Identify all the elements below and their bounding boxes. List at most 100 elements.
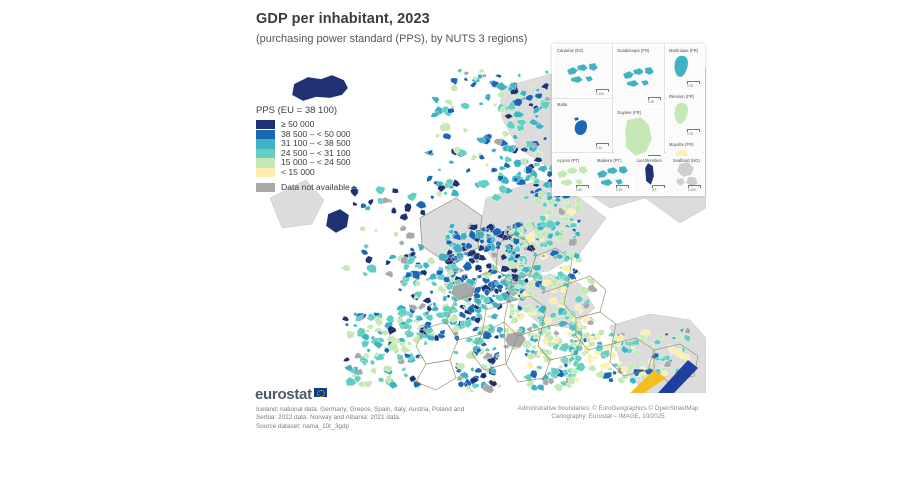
inset-scale-label: 0 10 — [596, 146, 603, 150]
nuts3-region — [417, 302, 427, 311]
nuts3-region — [403, 263, 410, 271]
nuts3-region — [547, 377, 555, 385]
nuts3-region — [507, 248, 514, 255]
nuts3-region — [491, 293, 497, 298]
inset-map-madeira-pt[interactable]: Madeira (PT) 0 20 — [594, 156, 632, 194]
nuts3-region — [445, 281, 455, 291]
nuts3-region — [404, 271, 413, 279]
nuts3-region — [524, 219, 534, 230]
nuts3-region — [541, 279, 552, 287]
inset-maps-panel[interactable]: Canarias (ES) 0 100 Guadeloupe (FR) 0 20 Mar… — [552, 44, 705, 196]
legend-item-5[interactable]: < 15 000 — [256, 167, 351, 178]
nuts3-region — [484, 289, 490, 297]
nuts3-region — [534, 237, 541, 242]
nuts3-region — [538, 317, 545, 323]
nuts3-region — [540, 82, 550, 91]
legend-item-0[interactable]: ≥ 50 000 — [256, 119, 351, 130]
nuts3-region — [487, 281, 493, 288]
nuts3-region — [519, 90, 527, 97]
nuts3-region — [373, 351, 380, 357]
inset-scale-label: 0 20 — [687, 132, 694, 136]
nuts3-region — [490, 368, 497, 375]
credit-line-0: Administrative boundaries: © EuroGeograp… — [517, 405, 699, 412]
nuts3-region — [385, 374, 392, 382]
nuts3-region — [587, 319, 595, 326]
inset-map-svalbard-no[interactable]: Svalbard (NO) 0 200 — [670, 156, 704, 194]
nuts3-region — [415, 280, 421, 287]
nuts3-region — [500, 253, 508, 261]
inset-map-guadeloupe-fr[interactable]: Guadeloupe (FR) 0 20 — [614, 46, 664, 106]
legend-item-1[interactable]: 38 500 – < 50 000 — [256, 129, 351, 140]
nuts3-region — [534, 97, 540, 103]
nuts3-region — [398, 314, 404, 318]
nuts3-region — [465, 385, 472, 391]
nuts3-region — [478, 254, 487, 261]
nuts3-region — [364, 355, 371, 360]
inset-shape — [573, 116, 588, 136]
nuts3-region — [441, 106, 450, 114]
nuts3-region — [572, 267, 576, 272]
legend-item-no-data[interactable]: Data not available — [256, 182, 351, 193]
nuts3-region — [484, 162, 490, 168]
nuts3-region — [621, 372, 629, 380]
inset-map-martinique-fr[interactable]: Martinique (FR) 0 20 — [666, 46, 703, 90]
nuts3-region — [568, 217, 575, 222]
inset-scalebar: 0 50 — [576, 185, 589, 192]
nuts3-region — [383, 270, 394, 279]
nuts3-region — [545, 240, 554, 247]
inset-map-malta[interactable]: Malta 0 10 — [554, 100, 612, 152]
nuts3-region — [430, 195, 435, 200]
nuts3-region — [561, 264, 573, 273]
nuts3-region — [493, 334, 500, 340]
nuts3-region — [512, 111, 525, 118]
inset-map-guyane-fr[interactable]: Guyane (FR)0 100 — [614, 108, 664, 164]
nuts3-region — [574, 295, 584, 304]
nuts3-region — [522, 306, 532, 313]
legend-item-4[interactable]: 15 000 – < 24 500 — [256, 158, 351, 168]
nuts3-region — [456, 68, 463, 74]
legend-item-3[interactable]: 24 500 – < 31 100 — [256, 148, 351, 159]
inset-map-liechtenstein[interactable]: Liechtenstein 0 5 — [634, 156, 668, 194]
nuts3-region — [515, 118, 527, 127]
nuts3-region — [424, 314, 434, 322]
nuts3-region — [532, 264, 542, 271]
nuts3-region — [378, 377, 385, 383]
legend-label-4: 15 000 – < 24 500 — [281, 157, 351, 168]
inset-shape — [556, 165, 589, 187]
nuts3-region — [493, 288, 499, 295]
inset-map-r-union-fr[interactable]: Réunion (FR) 0 20 — [666, 92, 703, 138]
inset-map-a-ores-pt[interactable]: Açores (PT) 0 50 — [554, 156, 592, 194]
nuts3-region — [544, 70, 550, 75]
nuts3-region — [344, 323, 349, 327]
nuts3-region — [532, 106, 540, 115]
nuts3-region — [435, 190, 443, 198]
inset-map-canarias-es[interactable]: Canarias (ES) 0 100 — [554, 46, 612, 98]
nuts3-region — [545, 269, 550, 274]
nuts3-region — [408, 312, 414, 319]
nuts3-region — [448, 315, 460, 323]
nuts3-region — [408, 304, 419, 311]
nuts3-region — [569, 338, 574, 344]
nuts3-region — [664, 332, 669, 337]
nuts3-region — [444, 264, 451, 271]
nuts3-region — [485, 263, 492, 269]
nuts3-region — [553, 305, 560, 313]
nuts3-region — [684, 327, 691, 335]
nuts3-region — [629, 377, 637, 385]
nuts3-region — [532, 143, 537, 149]
legend-item-2[interactable]: 31 100 – < 38 500 — [256, 138, 351, 149]
nuts3-region — [549, 278, 559, 287]
nuts3-region — [555, 253, 564, 260]
nuts3-region — [581, 331, 592, 339]
nuts3-region — [450, 105, 455, 109]
inset-title: Açores (PT) — [557, 158, 580, 163]
region-ireland — [325, 208, 350, 234]
nuts3-region — [365, 324, 374, 330]
nuts3-region — [460, 102, 471, 110]
nuts3-region — [437, 284, 445, 294]
nuts3-region — [465, 337, 474, 343]
eu-flag-icon — [313, 388, 327, 397]
nuts3-region — [421, 297, 432, 304]
nuts3-region — [555, 316, 562, 322]
nuts3-region — [427, 272, 438, 281]
